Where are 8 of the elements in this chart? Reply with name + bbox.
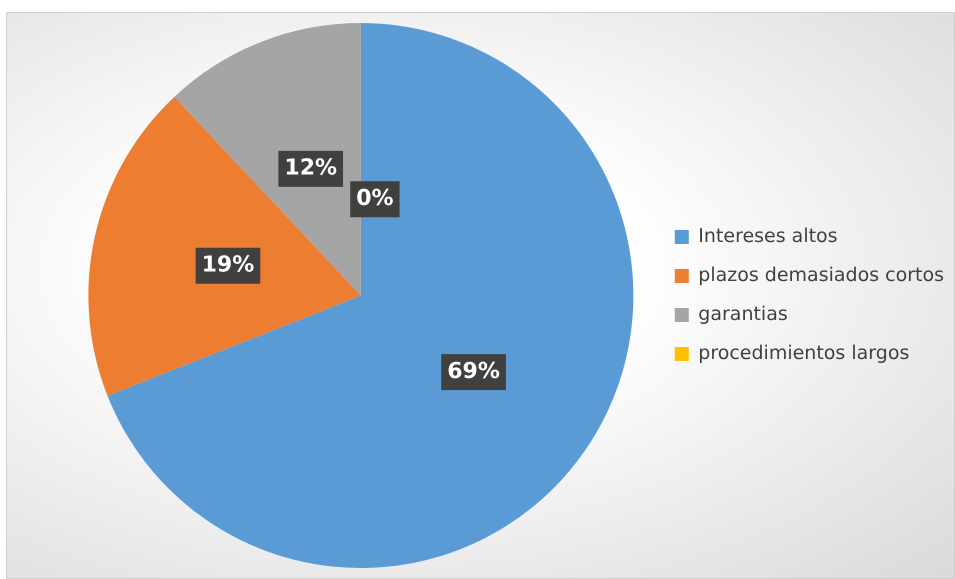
legend-label: plazos demasiados cortos — [698, 264, 944, 286]
data-label: 12% — [284, 156, 338, 181]
text: 0% — [356, 186, 394, 211]
data-label: 69% — [447, 358, 500, 384]
legend-label: Intereses altos — [698, 224, 838, 247]
data-label: 19% — [202, 252, 254, 278]
legend-label: garantias — [698, 302, 788, 325]
legend-label: procedimientos largos — [698, 342, 910, 364]
